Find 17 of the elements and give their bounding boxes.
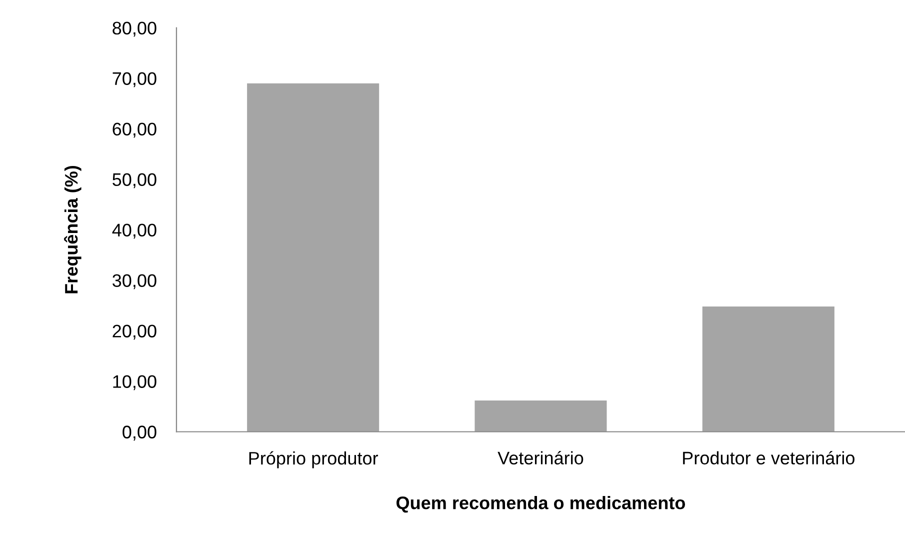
y-axis-title: Frequência (%) [64, 166, 82, 294]
bar [247, 83, 380, 432]
y-tick-label: 70,00 [112, 72, 156, 88]
y-tick-label: 80,00 [112, 22, 156, 37]
bar [474, 400, 607, 432]
y-tick-label: 50,00 [112, 173, 156, 188]
y-tick-label: 40,00 [112, 224, 156, 239]
y-tick-label: 0,00 [122, 426, 156, 441]
x-tick-label: Veterinário [498, 450, 584, 464]
y-tick-label: 10,00 [113, 375, 156, 390]
y-tick-label: 20,00 [112, 324, 156, 340]
x-tick-label: Produtor e veterinário [683, 450, 854, 464]
y-tick-label: 60,00 [112, 122, 156, 138]
bar [702, 306, 834, 432]
x-axis-title: Quem recomenda o medicamento [396, 496, 686, 513]
x-tick-label: Próprio produtor [249, 451, 378, 468]
y-tick-label: 30,00 [112, 274, 156, 290]
